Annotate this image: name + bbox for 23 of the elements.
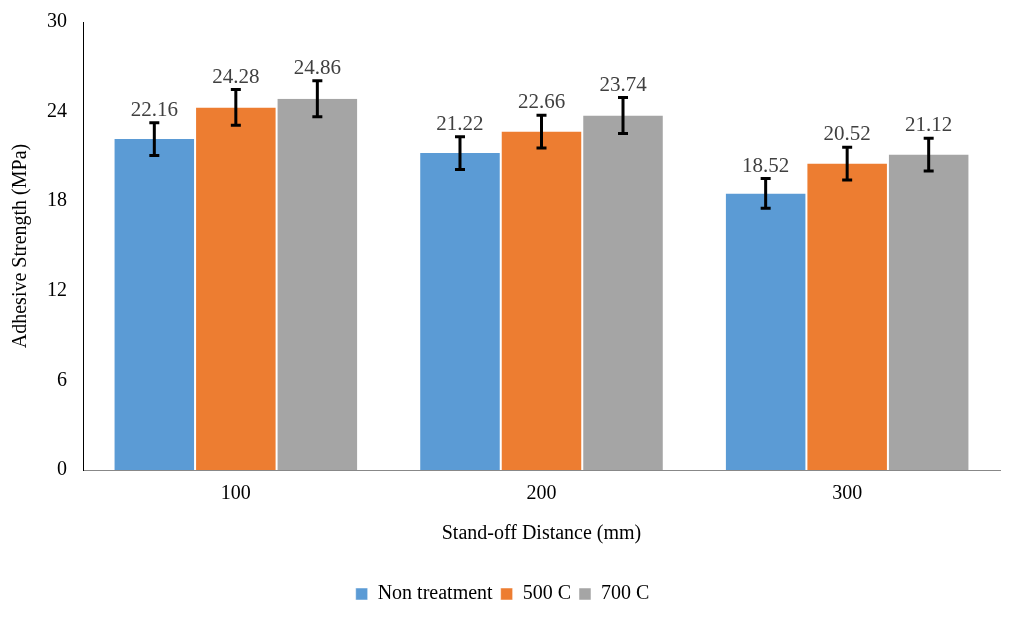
- data-label: 22.16: [130, 96, 178, 121]
- data-label: 24.86: [293, 54, 341, 79]
- data-label: 24.28: [212, 63, 260, 88]
- y-tick-label: 0: [57, 457, 67, 480]
- y-tick-label: 30: [47, 9, 67, 32]
- y-tick-label: 24: [47, 98, 67, 121]
- legend-label: Non treatment: [377, 581, 494, 604]
- data-label: 21.12: [905, 112, 953, 137]
- x-tick-label: 300: [832, 481, 863, 504]
- x-axis-title: Stand-off Distance (mm): [441, 521, 642, 545]
- legend-label: 700 C: [600, 581, 650, 604]
- data-label: 18.52: [742, 152, 790, 177]
- data-label: 21.22: [436, 110, 484, 135]
- x-tick-label: 100: [220, 481, 251, 504]
- y-tick-label: 18: [47, 188, 67, 211]
- data-label: 23.74: [599, 71, 648, 96]
- legend-label: 500 C: [522, 581, 571, 604]
- y-axis-title: Adhesive Strength (MPa): [8, 143, 32, 349]
- y-tick-label: 6: [57, 367, 67, 390]
- y-tick-label: 12: [47, 278, 67, 301]
- data-label: 22.66: [517, 89, 566, 114]
- data-label: 20.52: [823, 121, 871, 146]
- x-tick-label: 200: [526, 481, 557, 504]
